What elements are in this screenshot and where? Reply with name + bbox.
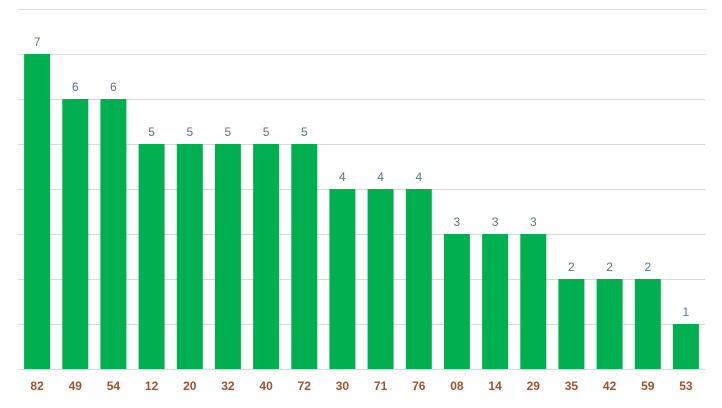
data-label-30: 4 — [339, 170, 346, 184]
x-tick-label-72: 72 — [298, 379, 312, 393]
x-tick-label-59: 59 — [641, 379, 655, 393]
bar-08 — [443, 234, 470, 369]
x-tick-label-82: 82 — [30, 379, 44, 393]
x-tick-label-20: 20 — [183, 379, 197, 393]
grid-layer — [18, 9, 705, 370]
bar-59 — [634, 279, 661, 369]
bar-42 — [596, 279, 623, 369]
data-label-72: 5 — [301, 125, 308, 139]
x-tick-label-14: 14 — [488, 379, 502, 393]
data-label-54: 6 — [110, 80, 117, 94]
x-tick-label-54: 54 — [107, 379, 121, 393]
data-label-14: 3 — [492, 215, 499, 229]
bar-76 — [405, 189, 432, 369]
bar-71 — [367, 189, 394, 369]
x-tick-label-49: 49 — [69, 379, 83, 393]
data-label-76: 4 — [415, 170, 422, 184]
bar-72 — [291, 144, 318, 369]
bar-49 — [62, 99, 89, 369]
data-label-53: 1 — [683, 305, 690, 319]
category-label-layer: 82 49 54 12 20 32 40 72 30 71 76 08 14 29 35 42 59 53 — [30, 379, 692, 393]
x-tick-label-08: 08 — [450, 379, 464, 393]
bar-layer — [24, 54, 699, 369]
data-label-08: 3 — [454, 215, 461, 229]
x-tick-label-35: 35 — [565, 379, 579, 393]
x-tick-label-53: 53 — [679, 379, 693, 393]
data-label-42: 2 — [606, 260, 613, 274]
x-tick-label-76: 76 — [412, 379, 426, 393]
x-tick-label-12: 12 — [145, 379, 159, 393]
data-label-71: 4 — [377, 170, 384, 184]
data-label-82: 7 — [34, 35, 41, 49]
bar-40 — [253, 144, 280, 369]
value-label-layer: 7 6 6 5 5 5 5 5 4 4 4 3 3 3 2 2 2 1 — [34, 35, 690, 319]
bar-53 — [672, 324, 699, 369]
bar-82 — [24, 54, 51, 369]
x-tick-label-71: 71 — [374, 379, 388, 393]
x-tick-label-29: 29 — [527, 379, 541, 393]
bar-20 — [176, 144, 203, 369]
bar-29 — [520, 234, 547, 369]
bar-14 — [482, 234, 509, 369]
bar-35 — [558, 279, 585, 369]
data-label-59: 2 — [644, 260, 651, 274]
bar-12 — [138, 144, 165, 369]
data-label-40: 5 — [263, 125, 270, 139]
data-label-32: 5 — [225, 125, 232, 139]
data-label-49: 6 — [72, 80, 79, 94]
data-label-35: 2 — [568, 260, 575, 274]
data-label-12: 5 — [148, 125, 155, 139]
data-label-20: 5 — [186, 125, 193, 139]
bar-32 — [214, 144, 241, 369]
data-label-29: 3 — [530, 215, 537, 229]
x-tick-label-32: 32 — [221, 379, 235, 393]
bar-54 — [100, 99, 127, 369]
x-tick-label-42: 42 — [603, 379, 617, 393]
x-tick-label-40: 40 — [259, 379, 273, 393]
x-tick-label-30: 30 — [336, 379, 350, 393]
bar-30 — [329, 189, 356, 369]
